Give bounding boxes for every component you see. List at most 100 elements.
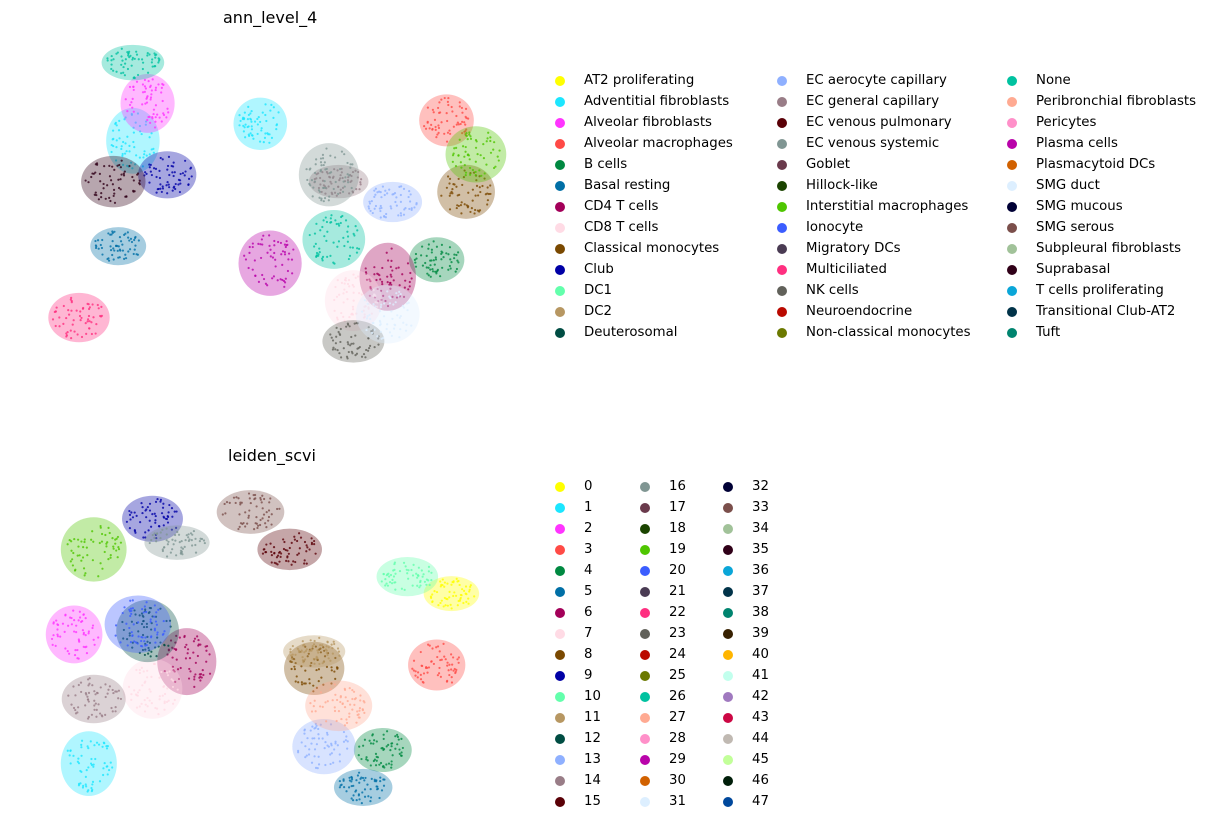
scatter-point [407, 195, 410, 199]
scatter-point [261, 507, 264, 510]
scatter-point [450, 583, 453, 586]
scatter-point [137, 621, 140, 624]
legend-label: 15 [584, 794, 601, 809]
legend-item: Alveolar fibroblasts [555, 112, 712, 133]
scatter-point [400, 751, 403, 754]
scatter-point [336, 349, 339, 352]
scatter-point [404, 279, 407, 282]
scatter-point [321, 705, 324, 708]
scatter-point [458, 105, 461, 108]
scatter-point [326, 172, 329, 175]
scatter-point [225, 500, 229, 504]
series-19 [60, 517, 127, 582]
legend-marker [640, 481, 650, 492]
scatter-point [130, 698, 133, 701]
scatter-point [456, 259, 459, 262]
scatter-point [384, 578, 387, 581]
scatter-point [360, 757, 363, 761]
scatter-point [282, 547, 286, 551]
scatter-point [125, 520, 129, 523]
scatter-point [174, 539, 177, 542]
scatter-point [342, 180, 345, 183]
legend-item: Basal resting [555, 175, 670, 196]
legend-item: 22 [640, 602, 686, 623]
scatter-point [332, 261, 335, 264]
scatter-point [85, 645, 88, 648]
scatter-point [283, 243, 287, 246]
scatter-point [147, 79, 150, 83]
scatter-point [157, 61, 160, 64]
scatter-point [475, 184, 479, 187]
scatter-point [446, 119, 449, 123]
scatter-point [411, 667, 414, 670]
scatter-point [305, 544, 308, 547]
scatter-point [279, 555, 282, 558]
scatter-point [365, 328, 368, 332]
scatter-point [292, 560, 295, 563]
scatter-point [437, 131, 440, 135]
scatter-point [431, 108, 435, 111]
scatter-point [414, 252, 418, 256]
scatter-point [117, 245, 120, 248]
scatter-point [468, 588, 471, 591]
scatter-point [311, 725, 314, 728]
scatter-point [148, 699, 151, 702]
scatter-point [165, 184, 168, 187]
scatter-point [461, 132, 464, 135]
scatter-point [399, 212, 402, 215]
scatter-point [354, 225, 357, 228]
scatter-point [457, 261, 460, 264]
legend-label: Goblet [806, 157, 850, 172]
scatter-point [130, 511, 133, 514]
scatter-point [112, 194, 115, 198]
scatter-point [429, 275, 432, 278]
scatter-point [167, 511, 170, 514]
scatter-point [86, 695, 89, 698]
scatter-point [312, 690, 315, 693]
scatter-point [154, 514, 157, 518]
scatter-point [102, 187, 105, 190]
scatter-point [281, 250, 285, 253]
scatter-point [363, 305, 366, 308]
scatter-point [304, 682, 307, 685]
scatter-point [360, 293, 363, 296]
legend-label: Club [584, 262, 614, 277]
scatter-point [362, 316, 366, 319]
scatter-point [150, 675, 153, 678]
scatter-point [409, 271, 412, 275]
scatter-point [350, 174, 353, 178]
scatter-point [258, 523, 262, 527]
scatter-point [256, 117, 259, 121]
legend-marker [723, 628, 733, 639]
legend-item: 15 [555, 791, 601, 812]
scatter-point [381, 283, 384, 286]
scatter-point [148, 519, 151, 522]
scatter-point [351, 799, 355, 802]
scatter-point [82, 633, 85, 636]
scatter-point [329, 154, 332, 157]
scatter-point [409, 193, 412, 196]
legend-marker [1007, 327, 1017, 338]
scatter-point [416, 584, 419, 587]
scatter-point [356, 774, 360, 777]
scatter-point [452, 125, 455, 128]
legend-label: 47 [752, 794, 769, 809]
scatter-point [255, 522, 258, 525]
legend-ann-level-4: AT2 proliferating Adventitial fibroblasts… [555, 70, 1228, 350]
scatter-point [357, 247, 361, 250]
scatter-point [184, 657, 188, 660]
scatter-point [166, 521, 170, 524]
scatter-point [438, 111, 441, 114]
scatter-point [138, 183, 141, 186]
scatter-point [161, 185, 164, 188]
scatter-point [370, 200, 373, 203]
scatter-point [125, 622, 128, 625]
scatter-point [268, 501, 271, 504]
scatter-point [95, 323, 98, 326]
legend-marker [723, 670, 733, 681]
scatter-point [305, 648, 308, 651]
scatter-point [350, 797, 353, 800]
scatter-point [148, 181, 151, 184]
scatter-point [275, 128, 278, 131]
scatter-point [414, 265, 418, 268]
